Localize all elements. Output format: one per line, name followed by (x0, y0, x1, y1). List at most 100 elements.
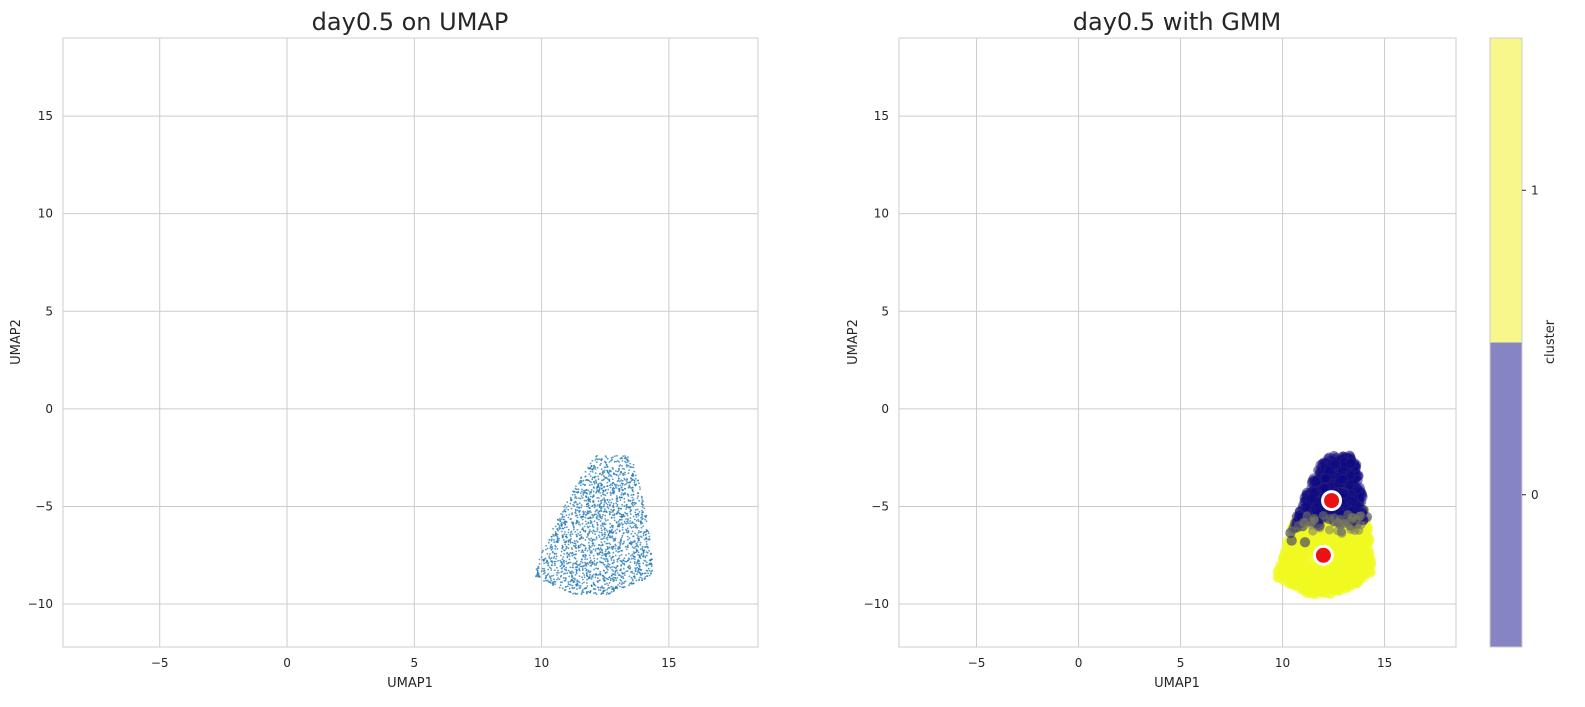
umap-point (576, 580, 579, 583)
umap-point (556, 574, 558, 576)
umap-point (588, 480, 591, 483)
umap-point (587, 577, 590, 580)
umap-point (550, 544, 553, 546)
umap-point (625, 512, 627, 515)
umap-point (606, 465, 609, 468)
umap-point (635, 520, 638, 522)
umap-point (620, 479, 623, 482)
umap-point (601, 552, 604, 555)
gmm-panel-points (1272, 450, 1377, 600)
umap-point (595, 572, 597, 575)
umap-point (617, 475, 620, 477)
umap-point (618, 522, 621, 525)
umap-point (600, 500, 602, 502)
gmm-ytick-label: 10 (874, 207, 889, 221)
umap-point (575, 572, 578, 575)
umap-point (596, 458, 599, 461)
umap-point (625, 518, 627, 520)
umap-point (586, 503, 588, 506)
umap-point (569, 561, 572, 564)
umap-point (574, 542, 577, 545)
umap-panel-grid (63, 38, 758, 647)
umap-point (573, 540, 576, 543)
umap-point (645, 537, 648, 540)
umap-point (616, 480, 619, 483)
umap-point (586, 582, 588, 584)
umap-point (604, 489, 607, 492)
umap-panel-frame (62, 37, 759, 648)
umap-point (575, 491, 578, 494)
umap-point (620, 522, 623, 524)
umap-point (613, 508, 615, 511)
umap-point (560, 560, 563, 563)
umap-point (604, 518, 607, 520)
umap-point (596, 580, 599, 582)
umap-point (605, 466, 607, 469)
umap-point (629, 517, 632, 519)
umap-point (627, 552, 630, 555)
umap-point (641, 579, 643, 581)
umap-point (616, 454, 618, 457)
umap-point (605, 557, 608, 560)
umap-point (603, 497, 605, 499)
umap-point (648, 549, 650, 552)
umap-point (639, 488, 641, 490)
umap-point (623, 497, 626, 500)
umap-point (642, 511, 644, 513)
umap-point (623, 477, 626, 480)
umap-point (650, 552, 652, 555)
umap-point (618, 473, 621, 476)
umap-point (636, 566, 639, 569)
umap-point (643, 515, 646, 517)
umap-point (591, 471, 594, 473)
umap-point (611, 458, 613, 461)
umap-point (593, 503, 596, 506)
umap-point (637, 567, 640, 570)
umap-point (635, 483, 638, 486)
umap-point (634, 513, 637, 516)
umap-point (557, 529, 559, 532)
umap-point (553, 535, 555, 537)
umap-point (568, 590, 570, 593)
gmm-point-cluster-1 (1296, 552, 1307, 563)
umap-point (593, 482, 596, 485)
gmm-point-cluster-0 (1305, 493, 1317, 505)
umap-point (595, 547, 598, 550)
umap-point (645, 533, 648, 536)
umap-point (621, 465, 623, 467)
umap-point (557, 569, 559, 572)
umap-point (597, 478, 600, 481)
umap-point (588, 548, 591, 551)
umap-point (572, 503, 574, 506)
umap-point (551, 551, 554, 554)
umap-point (633, 547, 635, 549)
umap-point (590, 530, 592, 533)
umap-xtick-label: −5 (151, 656, 169, 670)
umap-point (611, 566, 613, 568)
umap-point (551, 538, 553, 541)
umap-point (567, 505, 570, 508)
umap-point (575, 514, 577, 517)
umap-point (550, 569, 553, 571)
umap-point (563, 573, 565, 575)
umap-point (591, 476, 594, 479)
umap-point (618, 529, 621, 532)
umap-point (628, 584, 630, 587)
umap-point (545, 561, 547, 564)
umap-point (577, 545, 580, 548)
umap-point (632, 551, 635, 553)
umap-point (636, 571, 639, 573)
umap-point (631, 499, 634, 502)
umap-point (616, 565, 619, 568)
umap-point (585, 572, 588, 574)
colorbar-tick-label: 1 (1531, 183, 1539, 197)
umap-point (554, 531, 557, 533)
umap-point (625, 522, 628, 525)
umap-point (627, 506, 630, 509)
umap-point (575, 509, 577, 512)
umap-point (640, 516, 642, 519)
umap-point (627, 518, 629, 520)
umap-point (595, 513, 598, 516)
umap-point (571, 548, 574, 550)
colorbar-ticks: 01 (1522, 183, 1539, 502)
